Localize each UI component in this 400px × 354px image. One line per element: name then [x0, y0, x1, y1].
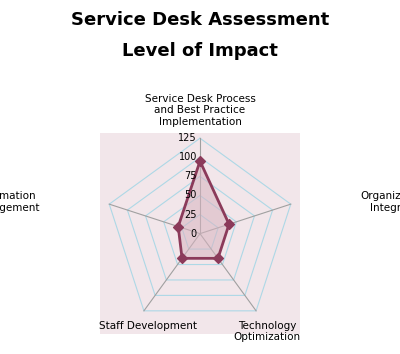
Text: Technology
Optimization: Technology Optimization — [234, 321, 301, 342]
Text: Information
Management: Information Management — [0, 191, 39, 213]
Text: 50: 50 — [184, 190, 197, 200]
Text: Service Desk Assessment: Service Desk Assessment — [71, 11, 329, 29]
Text: 25: 25 — [184, 210, 197, 219]
Text: Staff Development: Staff Development — [99, 321, 197, 331]
Polygon shape — [178, 161, 229, 258]
Text: 125: 125 — [178, 133, 197, 143]
Text: Service Desk Process
and Best Practice
Implementation: Service Desk Process and Best Practice I… — [144, 94, 256, 127]
Text: Organizational
Integration: Organizational Integration — [361, 191, 400, 213]
Point — [215, 256, 221, 261]
Point — [179, 256, 185, 261]
FancyBboxPatch shape — [100, 133, 300, 334]
Point — [226, 221, 232, 227]
Text: Level of Impact: Level of Impact — [122, 42, 278, 61]
Text: 0: 0 — [191, 229, 197, 239]
Point — [175, 224, 182, 229]
Point — [197, 158, 203, 164]
Text: 100: 100 — [178, 152, 197, 162]
Text: 75: 75 — [184, 171, 197, 181]
